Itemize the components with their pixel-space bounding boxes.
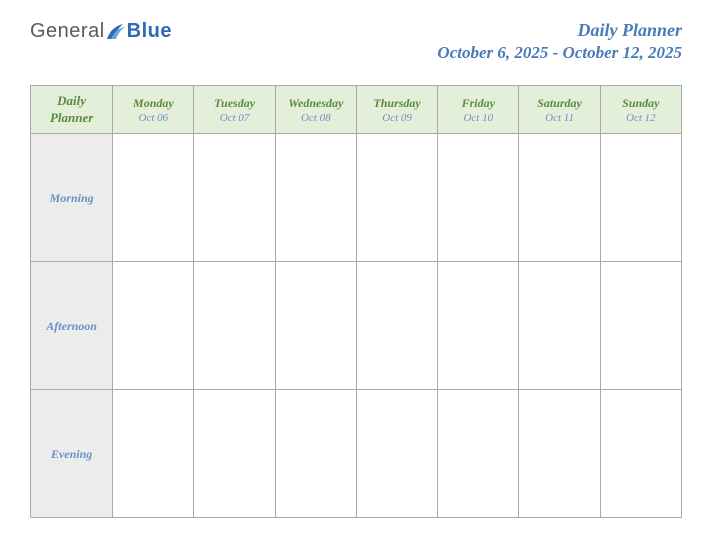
corner-label: DailyPlanner — [31, 93, 112, 126]
day-name: Friday — [438, 96, 518, 111]
day-header-thursday: Thursday Oct 09 — [356, 86, 437, 134]
date-range: October 6, 2025 - October 12, 2025 — [437, 43, 682, 63]
day-date: Oct 10 — [438, 112, 518, 124]
cell-evening-sun[interactable] — [600, 390, 681, 518]
cell-afternoon-fri[interactable] — [438, 262, 519, 390]
logo: General Blue — [30, 20, 172, 43]
cell-morning-wed[interactable] — [275, 134, 356, 262]
cell-afternoon-sat[interactable] — [519, 262, 600, 390]
cell-morning-mon[interactable] — [113, 134, 194, 262]
day-header-saturday: Saturday Oct 11 — [519, 86, 600, 134]
cell-evening-sat[interactable] — [519, 390, 600, 518]
cell-evening-fri[interactable] — [438, 390, 519, 518]
logo-swoosh-icon — [105, 21, 127, 43]
header-row: DailyPlanner Monday Oct 06 Tuesday Oct 0… — [31, 86, 682, 134]
period-label-cell-evening: Evening — [31, 390, 113, 518]
title-block: Daily Planner October 6, 2025 - October … — [437, 20, 682, 63]
page-title: Daily Planner — [437, 20, 682, 41]
day-name: Wednesday — [276, 96, 356, 111]
day-name: Saturday — [519, 96, 599, 111]
cell-evening-tue[interactable] — [194, 390, 275, 518]
planner-table: DailyPlanner Monday Oct 06 Tuesday Oct 0… — [30, 85, 682, 518]
cell-evening-mon[interactable] — [113, 390, 194, 518]
day-date: Oct 08 — [276, 112, 356, 124]
logo-word-general: General — [30, 20, 105, 42]
period-label: Afternoon — [46, 319, 97, 333]
header: General Blue Daily Planner October 6, 20… — [0, 0, 712, 75]
row-evening: Evening — [31, 390, 682, 518]
cell-evening-thu[interactable] — [356, 390, 437, 518]
corner-cell: DailyPlanner — [31, 86, 113, 134]
day-name: Sunday — [601, 96, 681, 111]
cell-afternoon-thu[interactable] — [356, 262, 437, 390]
day-date: Oct 06 — [113, 112, 193, 124]
day-header-sunday: Sunday Oct 12 — [600, 86, 681, 134]
logo-word-blue: Blue — [127, 20, 172, 42]
cell-afternoon-wed[interactable] — [275, 262, 356, 390]
cell-morning-tue[interactable] — [194, 134, 275, 262]
cell-evening-wed[interactable] — [275, 390, 356, 518]
cell-afternoon-sun[interactable] — [600, 262, 681, 390]
period-label-cell-morning: Morning — [31, 134, 113, 262]
day-date: Oct 11 — [519, 112, 599, 124]
period-label: Evening — [51, 447, 92, 461]
cell-morning-sun[interactable] — [600, 134, 681, 262]
logo-text: General Blue — [30, 20, 172, 43]
day-name: Thursday — [357, 96, 437, 111]
day-header-tuesday: Tuesday Oct 07 — [194, 86, 275, 134]
cell-morning-fri[interactable] — [438, 134, 519, 262]
day-date: Oct 09 — [357, 112, 437, 124]
day-name: Tuesday — [194, 96, 274, 111]
row-morning: Morning — [31, 134, 682, 262]
day-header-monday: Monday Oct 06 — [113, 86, 194, 134]
cell-afternoon-tue[interactable] — [194, 262, 275, 390]
cell-morning-thu[interactable] — [356, 134, 437, 262]
row-afternoon: Afternoon — [31, 262, 682, 390]
day-date: Oct 07 — [194, 112, 274, 124]
day-header-wednesday: Wednesday Oct 08 — [275, 86, 356, 134]
period-label-cell-afternoon: Afternoon — [31, 262, 113, 390]
cell-afternoon-mon[interactable] — [113, 262, 194, 390]
period-label: Morning — [50, 191, 94, 205]
cell-morning-sat[interactable] — [519, 134, 600, 262]
day-header-friday: Friday Oct 10 — [438, 86, 519, 134]
day-name: Monday — [113, 96, 193, 111]
day-date: Oct 12 — [601, 112, 681, 124]
